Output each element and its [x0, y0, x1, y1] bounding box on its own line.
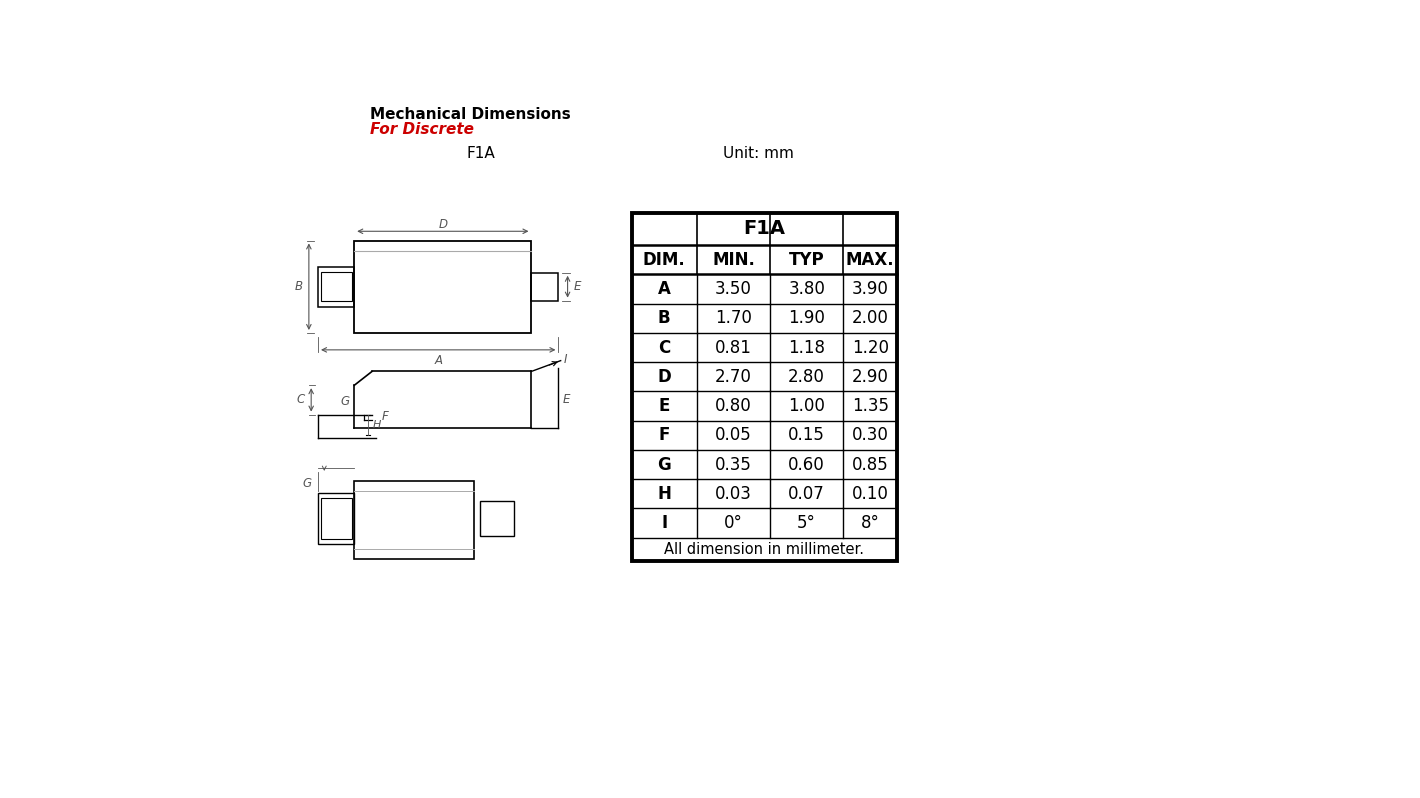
Text: 1.00: 1.00: [788, 397, 825, 415]
Text: C: C: [297, 393, 305, 406]
Text: E: E: [574, 280, 581, 293]
Bar: [355, 480, 474, 559]
Text: G: G: [657, 456, 672, 473]
Text: I: I: [662, 514, 667, 532]
Text: E: E: [562, 393, 571, 406]
Text: E: E: [659, 397, 670, 415]
Text: 0.80: 0.80: [716, 397, 753, 415]
Bar: [632, 213, 897, 561]
Text: 1.18: 1.18: [788, 338, 825, 357]
Bar: [355, 240, 531, 333]
Text: 1.20: 1.20: [852, 338, 889, 357]
Text: 0.60: 0.60: [788, 456, 825, 473]
Text: I: I: [564, 353, 567, 365]
Text: D: D: [439, 218, 447, 231]
Text: 0.05: 0.05: [716, 426, 753, 444]
Text: A: A: [657, 280, 670, 298]
Text: 0.10: 0.10: [852, 485, 889, 503]
Text: For Discrete: For Discrete: [369, 122, 474, 137]
Text: 3.80: 3.80: [788, 280, 825, 298]
Text: G: G: [302, 476, 312, 489]
Bar: [321, 272, 352, 302]
Text: 0°: 0°: [724, 514, 743, 532]
Text: 2.00: 2.00: [852, 310, 889, 327]
Bar: [480, 501, 514, 536]
Bar: [321, 499, 352, 539]
Text: 2.90: 2.90: [852, 368, 889, 385]
Text: B: B: [657, 310, 670, 327]
Text: 0.15: 0.15: [788, 426, 825, 444]
Text: 0.35: 0.35: [716, 456, 753, 473]
Text: MAX.: MAX.: [846, 251, 895, 269]
Text: MIN.: MIN.: [711, 251, 755, 269]
Text: 0.81: 0.81: [716, 338, 753, 357]
Text: 8°: 8°: [861, 514, 879, 532]
Text: Unit: mm: Unit: mm: [723, 146, 794, 161]
Text: F: F: [381, 410, 388, 424]
Text: 0.30: 0.30: [852, 426, 889, 444]
Text: 0.03: 0.03: [716, 485, 753, 503]
Text: 0.85: 0.85: [852, 456, 889, 473]
Text: 1.35: 1.35: [852, 397, 889, 415]
Text: D: D: [657, 368, 672, 385]
Text: 3.50: 3.50: [716, 280, 753, 298]
Text: DIM.: DIM.: [643, 251, 686, 269]
Text: TYP: TYP: [790, 251, 825, 269]
Bar: [318, 493, 355, 544]
Text: F: F: [659, 426, 670, 444]
Text: Mechanical Dimensions: Mechanical Dimensions: [369, 107, 571, 122]
Text: B: B: [295, 280, 302, 293]
Bar: [318, 267, 355, 306]
Text: H: H: [373, 420, 381, 430]
Text: 2.70: 2.70: [716, 368, 753, 385]
Text: F1A: F1A: [467, 146, 496, 161]
Text: C: C: [657, 338, 670, 357]
Text: 0.07: 0.07: [788, 485, 825, 503]
Text: H: H: [657, 485, 672, 503]
Text: All dimension in millimeter.: All dimension in millimeter.: [665, 542, 865, 557]
Bar: [531, 273, 558, 301]
Text: G: G: [341, 395, 349, 409]
Text: A: A: [435, 354, 442, 367]
Text: 1.90: 1.90: [788, 310, 825, 327]
Text: 2.80: 2.80: [788, 368, 825, 385]
Text: 3.90: 3.90: [852, 280, 889, 298]
Text: 1.70: 1.70: [716, 310, 753, 327]
Text: F1A: F1A: [743, 219, 785, 239]
Text: 5°: 5°: [797, 514, 816, 532]
